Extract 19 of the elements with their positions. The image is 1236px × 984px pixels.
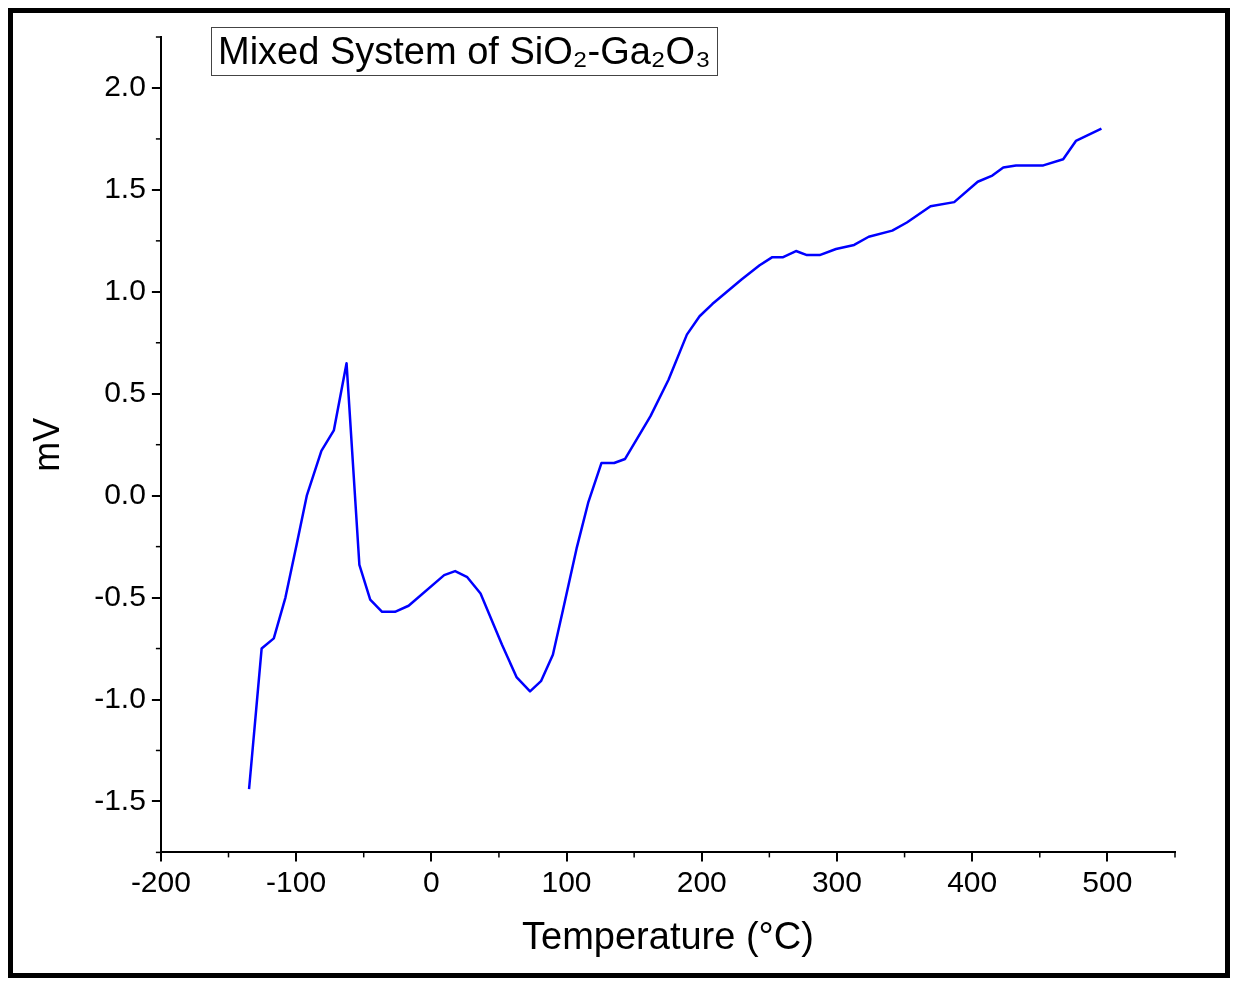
y-tick-label: 1.0 xyxy=(104,273,146,307)
x-tick-label: 300 xyxy=(811,864,862,898)
x-tick-label: 200 xyxy=(676,864,727,898)
x-tick-label: -200 xyxy=(130,864,191,898)
y-tick-label: 1.5 xyxy=(104,171,146,205)
x-tick-label: 500 xyxy=(1082,864,1133,898)
chart-title: Mixed System of SiO₂-Ga₂O₃ xyxy=(211,27,718,76)
x-tick-label: 400 xyxy=(947,864,998,898)
y-axis-title: mV xyxy=(25,417,67,472)
x-tick-label: 100 xyxy=(541,864,592,898)
y-tick-label: -1.0 xyxy=(94,680,146,714)
y-tick-label: -1.5 xyxy=(94,782,146,816)
y-tick-label: 0.0 xyxy=(104,476,146,510)
y-tick-label: -0.5 xyxy=(94,578,146,612)
y-tick-label: 2.0 xyxy=(104,69,146,103)
x-axis-title: Temperature (°C) xyxy=(522,914,814,957)
y-tick-label: 0.5 xyxy=(104,375,146,408)
x-tick-label: -100 xyxy=(266,864,327,898)
x-tick-label: 0 xyxy=(422,864,440,898)
